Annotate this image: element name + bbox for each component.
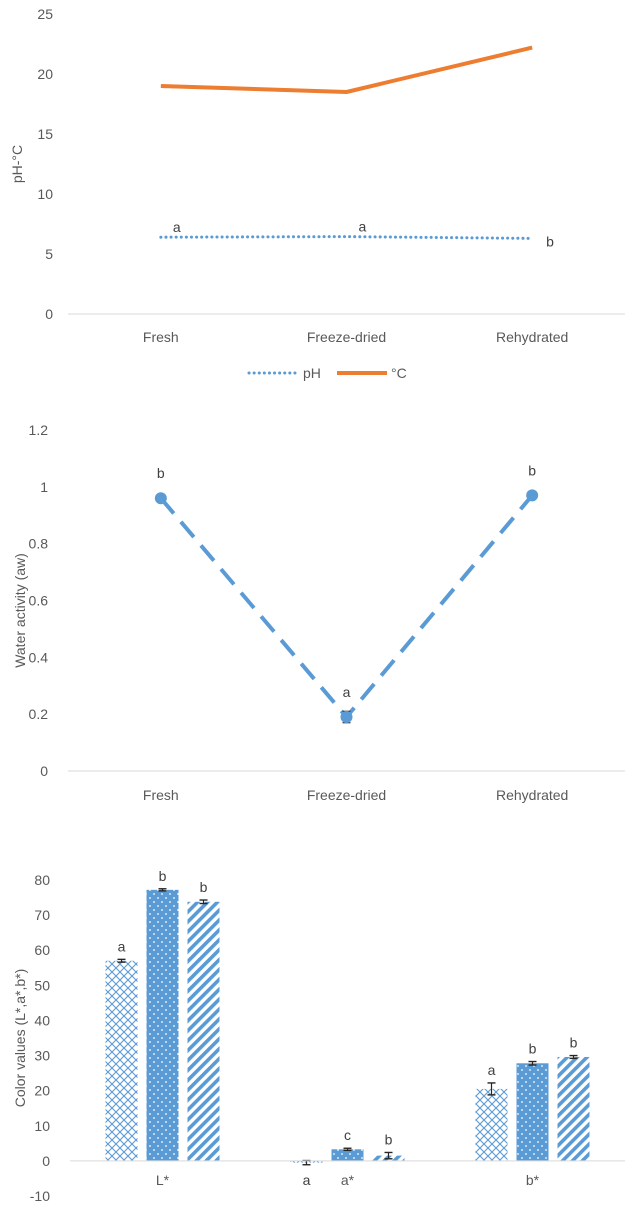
y-tick-label: 0.8 — [29, 536, 49, 552]
y-tick-label: 0 — [45, 306, 53, 322]
bar — [557, 1056, 590, 1161]
y-tick-label: 25 — [37, 6, 53, 22]
y-axis-label: Color values (L*,a*,b*) — [12, 969, 28, 1108]
y-tick-label: 5 — [45, 246, 53, 262]
x-tick-label: Freeze-dried — [307, 329, 386, 345]
legend-label-temperature: °C — [391, 365, 407, 381]
significance-label: a — [488, 1062, 496, 1078]
bar — [187, 901, 220, 1161]
significance-label: b — [570, 1035, 578, 1051]
y-tick-label: 1 — [40, 479, 48, 495]
series-line-ph — [159, 235, 534, 240]
bar — [475, 1088, 508, 1161]
y-tick-label: 10 — [34, 1118, 50, 1134]
data-point — [340, 711, 353, 724]
y-tick-label: 20 — [34, 1083, 50, 1099]
x-tick-label: Freeze-dried — [307, 787, 386, 803]
y-tick-label: 70 — [34, 907, 50, 923]
significance-label: b — [157, 465, 165, 481]
y-axis-label: pH-°C — [9, 145, 25, 183]
y-tick-label: 10 — [37, 186, 53, 202]
y-tick-label: 0 — [42, 1153, 50, 1169]
x-tick-label: a* — [341, 1172, 355, 1188]
y-tick-label: 0.6 — [29, 593, 49, 609]
significance-label: b — [385, 1131, 393, 1147]
x-tick-label: b* — [526, 1172, 540, 1188]
significance-label: b — [528, 462, 536, 478]
legend-label-ph: pH — [303, 365, 321, 381]
y-tick-label: 1.2 — [29, 422, 49, 438]
y-tick-label: -10 — [30, 1188, 50, 1204]
y-axis-label: Water activity (aw) — [12, 553, 28, 668]
water-activity-chart: 0 0.2 0.4 0.6 0.8 1 1.2 Fresh Freeze-dried Rehydr… — [12, 422, 625, 803]
bar — [146, 889, 179, 1161]
y-tick-label: 0.2 — [29, 706, 49, 722]
x-tick-label: Rehydrated — [496, 787, 568, 803]
significance-label: b — [159, 868, 167, 884]
y-tick-label: 0.4 — [29, 649, 49, 665]
significance-label: b — [529, 1041, 537, 1057]
y-tick-label: 80 — [34, 872, 50, 888]
bar — [331, 1149, 364, 1161]
significance-label: a — [173, 219, 181, 235]
y-tick-label: 60 — [34, 942, 50, 958]
ph-temperature-chart: 0 5 10 15 20 25 Fresh Freeze-dried Rehydrated pH-… — [9, 6, 625, 381]
significance-label: a — [303, 1172, 311, 1188]
x-tick-label: L* — [156, 1172, 170, 1188]
significance-label: b — [200, 879, 208, 895]
significance-label: c — [344, 1127, 351, 1143]
significance-label: a — [343, 684, 351, 700]
bar — [516, 1063, 549, 1161]
bar — [105, 960, 138, 1161]
y-tick-label: 40 — [34, 1012, 50, 1028]
y-tick-label: 0 — [40, 763, 48, 779]
x-tick-label: Rehydrated — [496, 329, 568, 345]
y-tick-label: 15 — [37, 126, 53, 142]
y-tick-label: 50 — [34, 977, 50, 993]
y-tick-label: 20 — [37, 66, 53, 82]
series-line-temperature — [160, 45, 533, 94]
significance-label: b — [546, 233, 554, 249]
data-point — [526, 489, 539, 502]
color-values-chart: -10 0 10 20 30 40 50 60 70 80 Color values (L*,a*,… — [12, 868, 625, 1204]
x-tick-label: Fresh — [143, 329, 179, 345]
y-tick-label: 30 — [34, 1048, 50, 1064]
data-point — [154, 492, 167, 505]
significance-label: a — [359, 219, 367, 235]
significance-label: a — [118, 938, 126, 954]
x-tick-label: Fresh — [143, 787, 179, 803]
